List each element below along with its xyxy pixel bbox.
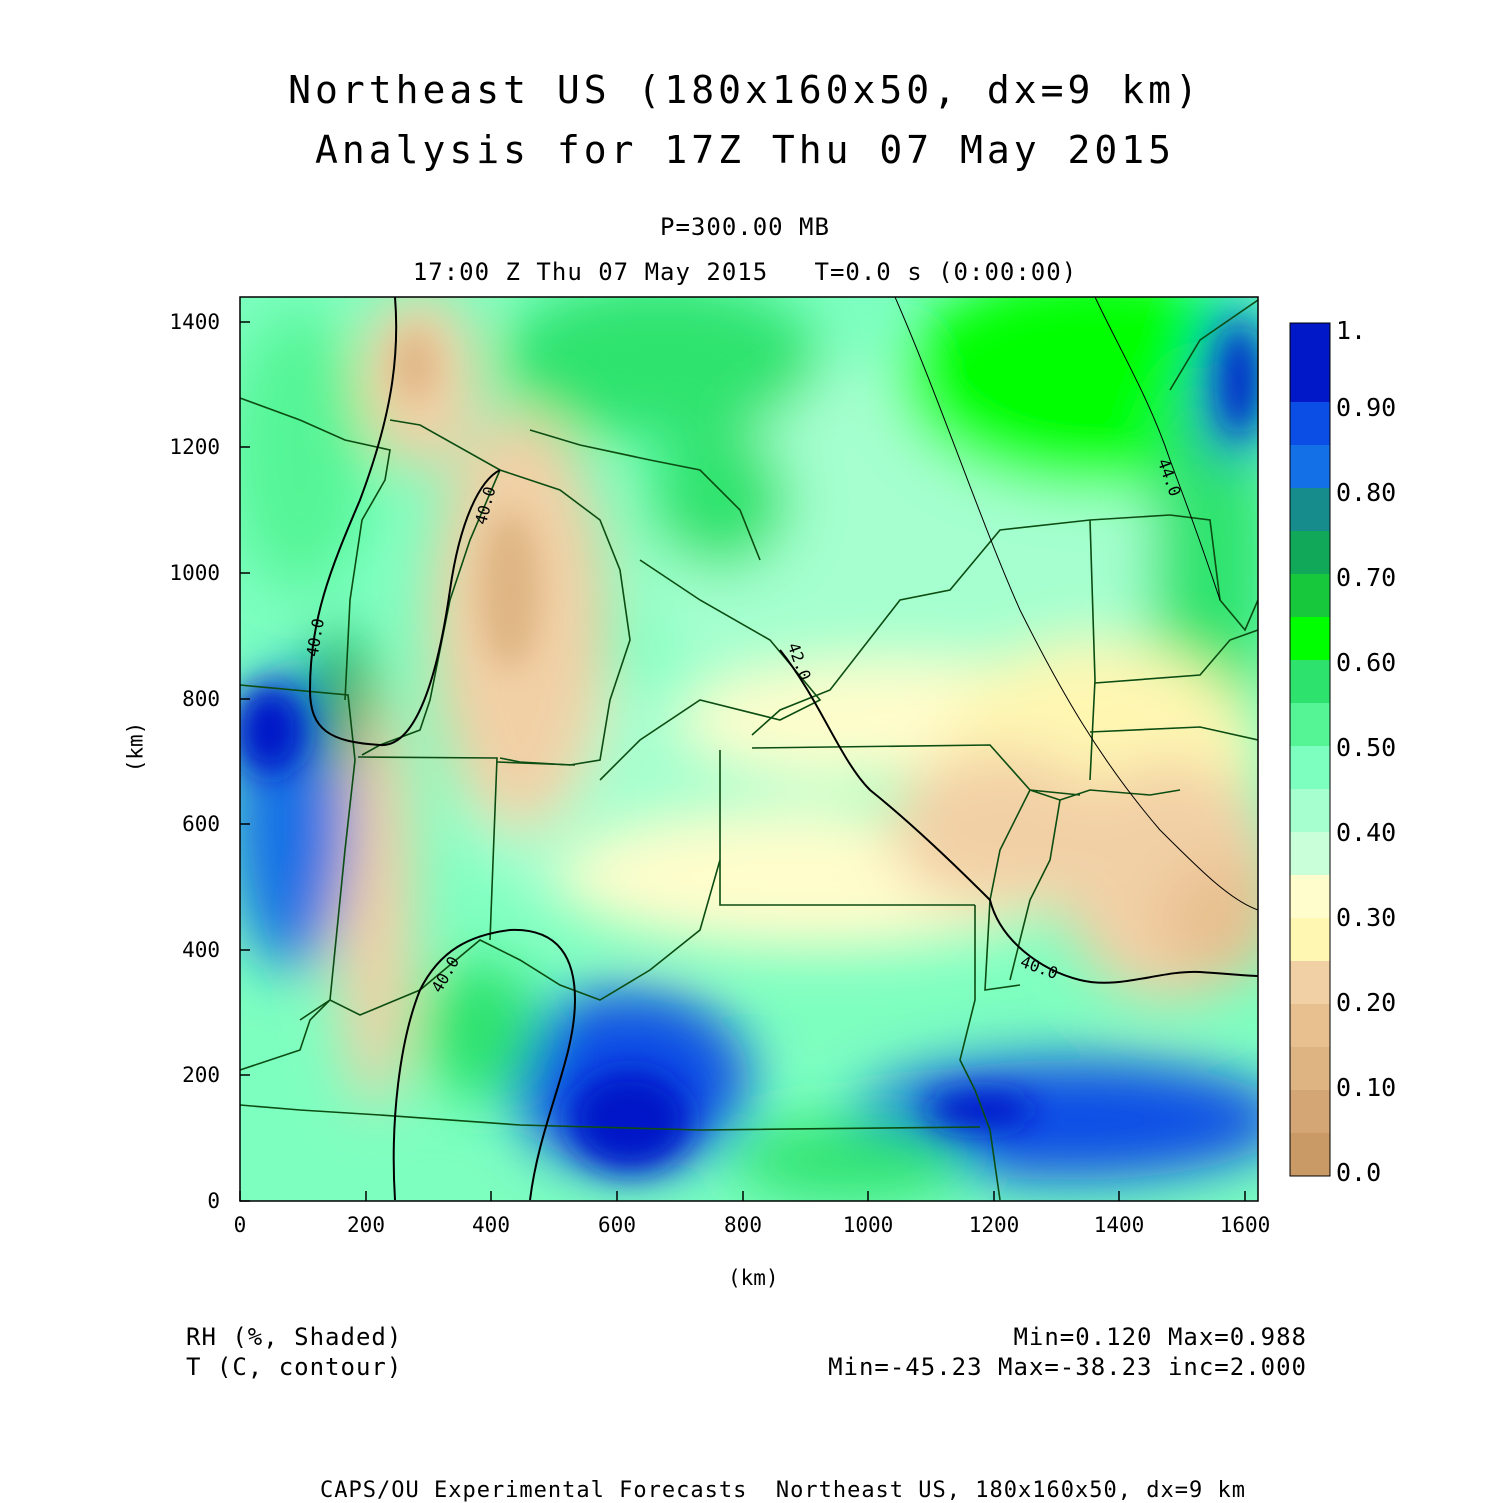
y-tick-label: 400 <box>182 938 220 962</box>
x-tick-label: 1200 <box>968 1213 1020 1237</box>
colorbar-label: 0.20 <box>1336 988 1397 1017</box>
title-line-2: Analysis for 17Z Thu 07 May 2015 <box>314 128 1176 172</box>
colorbar-label: 0.10 <box>1336 1073 1397 1102</box>
colorbar-label: 0.0 <box>1336 1158 1382 1187</box>
y-tick-label: 800 <box>182 687 220 711</box>
shaded-field-stats: Min=0.120 Max=0.988 <box>1013 1323 1307 1351</box>
colorbar-label: 0.90 <box>1336 393 1397 422</box>
y-tick-label: 1400 <box>169 310 220 334</box>
x-tick-label: 0 <box>233 1213 247 1237</box>
x-tick-label: 400 <box>472 1213 510 1237</box>
colorbar-label: 0.70 <box>1336 563 1397 592</box>
x-tick-label: 1600 <box>1219 1213 1271 1237</box>
y-tick-label: 0 <box>207 1189 220 1213</box>
colorbar-label: 1. <box>1336 316 1367 345</box>
y-tick-label: 1200 <box>169 435 220 459</box>
colorbar-label: 0.60 <box>1336 648 1397 677</box>
temperature-contours-thin <box>894 297 1258 911</box>
colorbar-label: 0.50 <box>1336 733 1397 762</box>
plot-frame <box>239 296 1259 1202</box>
valid-time: 17:00 Z Thu 07 May 2015 T=0.0 s (0:00:00… <box>412 258 1078 286</box>
axis-ticks <box>239 321 1246 1202</box>
colorbar <box>1289 322 1331 1177</box>
y-tick-label: 200 <box>182 1063 220 1087</box>
footer-credit: CAPS/OU Experimental Forecasts Northeast… <box>320 1478 1246 1503</box>
x-tick-label: 800 <box>724 1213 762 1237</box>
title-line-1: Northeast US (180x160x50, dx=9 km) <box>288 68 1202 112</box>
geographic-boundaries <box>240 299 1258 1201</box>
rh-shading <box>240 297 1258 1201</box>
x-tick-label: 600 <box>598 1213 636 1237</box>
shaded-field-label: RH (%, Shaded) <box>186 1323 403 1351</box>
y-axis-title: (km) <box>123 721 148 773</box>
colorbar-label: 0.80 <box>1336 478 1397 507</box>
pressure-level: P=300.00 MB <box>660 213 830 241</box>
colorbar-label: 0.40 <box>1336 818 1397 847</box>
x-tick-label: 1000 <box>842 1213 894 1237</box>
contour-field-stats: Min=-45.23 Max=-38.23 inc=2.000 <box>828 1353 1307 1381</box>
temperature-contours <box>308 297 1258 1201</box>
y-tick-label: 1000 <box>169 561 220 585</box>
colorbar-label: 0.30 <box>1336 903 1397 932</box>
x-axis-title: (km) <box>728 1266 779 1290</box>
y-tick-label: 600 <box>182 812 220 836</box>
x-tick-label: 200 <box>347 1213 385 1237</box>
x-tick-label: 1400 <box>1093 1213 1145 1237</box>
contour-field-label: T (C, contour) <box>186 1353 403 1381</box>
